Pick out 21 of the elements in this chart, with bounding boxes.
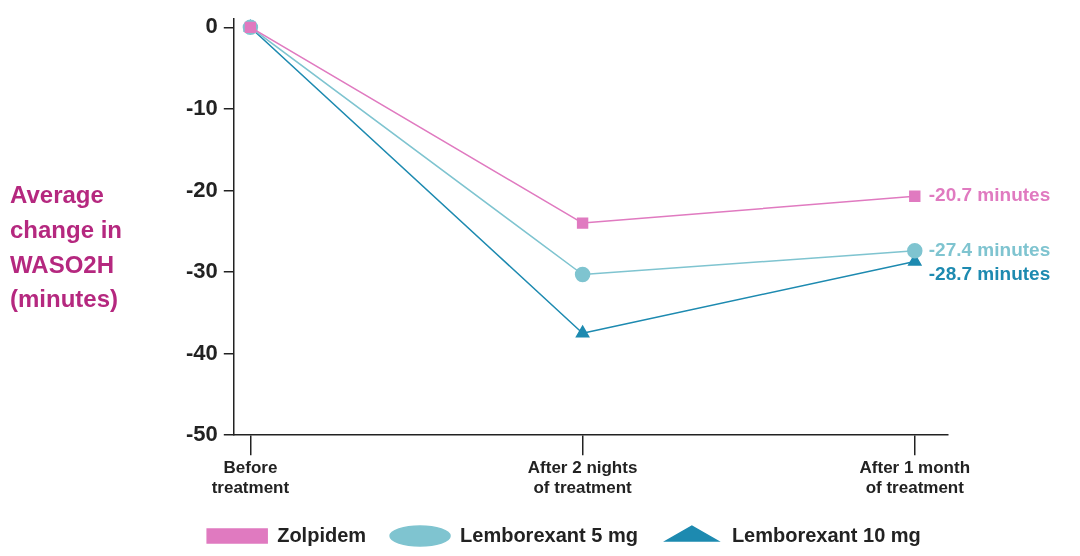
point: [909, 190, 921, 202]
y-axis-title: Average change in WASO2H (minutes): [10, 180, 124, 315]
x-tick-label: After 1 month of treatment: [859, 458, 971, 498]
point: [574, 266, 591, 283]
x-tick-label: Before treatment: [211, 458, 290, 498]
legend-label: Lemborexant 5 mg: [460, 523, 638, 546]
point: [576, 217, 589, 229]
y-tick-label: -20: [186, 176, 218, 202]
data-label: -28.7 minutes: [928, 263, 1051, 285]
y-tick-label: -50: [186, 421, 218, 447]
y-tick-label: -30: [186, 258, 218, 284]
y-tick-label: -10: [186, 94, 218, 120]
y-tick-label: -40: [186, 339, 218, 365]
point: [907, 243, 923, 259]
data-label: -20.7 minutes: [928, 184, 1051, 206]
x-tick-label: After 2 nights of treatment: [527, 458, 638, 498]
legend-label: Lemborexant 10 mg: [731, 523, 921, 546]
data-label: -27.4 minutes: [928, 239, 1051, 261]
legend-label: Zolpidem: [277, 523, 367, 546]
point: [575, 325, 590, 338]
y-tick-label: 0: [205, 13, 218, 39]
